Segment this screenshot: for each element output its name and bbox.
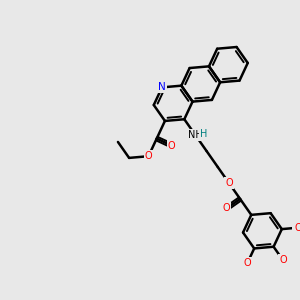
- Text: O: O: [295, 223, 300, 233]
- Text: O: O: [243, 258, 251, 268]
- Text: O: O: [145, 151, 152, 161]
- Text: O: O: [223, 203, 230, 213]
- Text: H: H: [200, 129, 207, 139]
- Text: O: O: [168, 141, 176, 151]
- Text: O: O: [225, 178, 233, 188]
- Text: NH: NH: [188, 130, 203, 140]
- Text: N: N: [158, 82, 166, 92]
- Text: O: O: [279, 255, 287, 265]
